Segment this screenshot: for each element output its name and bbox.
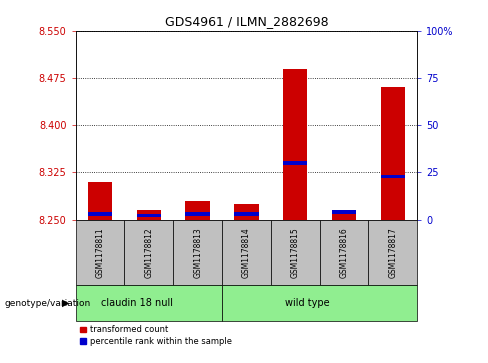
Text: GSM1178812: GSM1178812 bbox=[144, 227, 153, 278]
Bar bbox=[137, 210, 161, 220]
Bar bbox=[222, 285, 417, 321]
Bar bbox=[88, 212, 112, 216]
Bar bbox=[332, 212, 356, 220]
Text: wild type: wild type bbox=[285, 298, 330, 308]
Title: GDS4961 / ILMN_2882698: GDS4961 / ILMN_2882698 bbox=[164, 15, 328, 28]
Bar bbox=[234, 212, 259, 216]
Text: GSM1178817: GSM1178817 bbox=[388, 227, 397, 278]
Bar bbox=[173, 220, 222, 285]
Text: GSM1178811: GSM1178811 bbox=[96, 227, 104, 278]
Bar bbox=[381, 87, 405, 220]
Text: ▶: ▶ bbox=[62, 298, 70, 308]
Text: GSM1178813: GSM1178813 bbox=[193, 227, 202, 278]
Bar bbox=[368, 220, 417, 285]
Legend: transformed count, percentile rank within the sample: transformed count, percentile rank withi… bbox=[80, 325, 232, 346]
Bar bbox=[222, 220, 271, 285]
Bar bbox=[124, 220, 173, 285]
Bar bbox=[381, 175, 405, 178]
Bar bbox=[320, 220, 368, 285]
Bar bbox=[283, 69, 307, 220]
Bar bbox=[185, 212, 210, 216]
Bar bbox=[76, 220, 124, 285]
Bar bbox=[88, 182, 112, 220]
Bar bbox=[234, 204, 259, 220]
Bar bbox=[76, 285, 222, 321]
Text: genotype/variation: genotype/variation bbox=[5, 299, 91, 307]
Text: claudin 18 null: claudin 18 null bbox=[101, 298, 173, 308]
Bar bbox=[137, 214, 161, 217]
Text: GSM1178814: GSM1178814 bbox=[242, 227, 251, 278]
Bar bbox=[271, 220, 320, 285]
Bar bbox=[332, 211, 356, 214]
Text: GSM1178816: GSM1178816 bbox=[340, 227, 348, 278]
Text: GSM1178815: GSM1178815 bbox=[291, 227, 300, 278]
Bar bbox=[185, 201, 210, 220]
Bar bbox=[283, 162, 307, 164]
